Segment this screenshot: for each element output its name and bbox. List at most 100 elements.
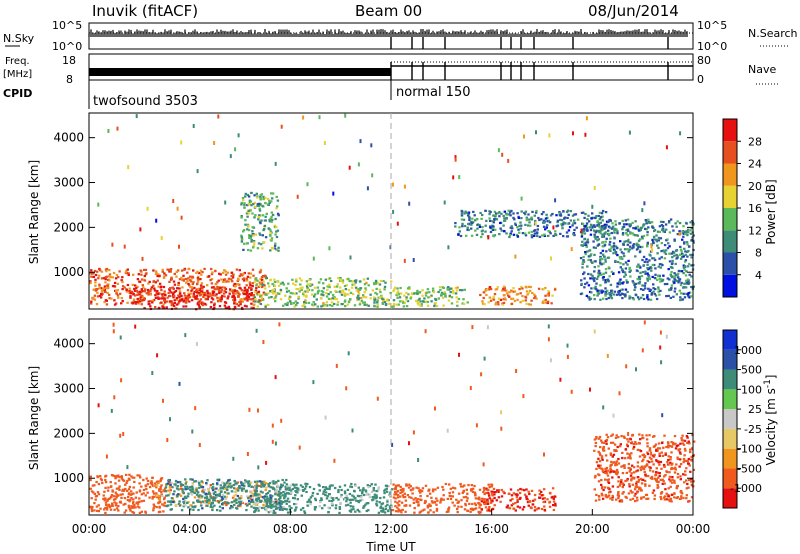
echo-cell	[168, 480, 171, 483]
echo-cell	[263, 284, 266, 287]
echo-cell	[672, 295, 675, 298]
echo-cell	[645, 438, 649, 441]
echo-cell	[604, 211, 608, 214]
echo-cell	[538, 493, 541, 496]
echo-cell	[647, 275, 651, 278]
echo-cell	[487, 288, 491, 291]
echo-cell	[407, 486, 411, 489]
echo-cell	[632, 243, 636, 246]
echo-cell	[238, 283, 241, 286]
echo-cell	[165, 300, 168, 303]
echo-cell	[670, 441, 673, 444]
echo-cell	[657, 236, 661, 239]
echo-cell	[260, 219, 263, 222]
echo-cell	[276, 503, 280, 506]
echo-cell	[261, 484, 264, 487]
echo-cell	[663, 244, 667, 247]
echo-cell	[267, 500, 270, 503]
echo-cell	[361, 498, 364, 501]
echo-cell	[270, 480, 274, 483]
echo-cell	[604, 260, 607, 263]
echo-cell	[306, 288, 309, 291]
echo-cell	[294, 283, 297, 287]
echo-cell	[150, 483, 153, 486]
echo-cell	[175, 297, 179, 300]
cpid-label: CPID	[3, 87, 32, 100]
echo-cell	[311, 494, 314, 497]
echo-cell	[534, 295, 537, 298]
echo-cell	[491, 500, 494, 503]
echo-cell	[153, 485, 156, 488]
echo-cell	[626, 243, 629, 246]
echo-cell	[443, 291, 446, 294]
echo-cell	[274, 493, 277, 496]
echo-cell	[514, 254, 517, 259]
echo-cell	[257, 204, 261, 207]
echo-cell	[140, 485, 143, 488]
echo-cell	[257, 285, 261, 288]
echo-cell	[598, 466, 601, 469]
echo-cell	[510, 302, 514, 305]
echo-cell	[298, 277, 302, 280]
echo-cell	[343, 292, 346, 295]
echo-cell	[369, 293, 372, 296]
echo-cell	[642, 234, 646, 238]
echo-cell	[322, 486, 325, 489]
echo-cell	[657, 287, 660, 291]
echo-cell	[470, 484, 473, 487]
echo-cell	[277, 284, 281, 287]
echo-cell	[672, 280, 675, 283]
echo-cell	[108, 273, 112, 276]
echo-cell	[689, 470, 692, 473]
echo-cell	[128, 287, 131, 290]
freq-label: Freq.	[5, 56, 30, 67]
echo-cell	[521, 287, 524, 290]
echo-cell	[537, 216, 540, 220]
echo-cell	[352, 505, 355, 508]
echo-cell	[266, 203, 270, 206]
echo-cell	[619, 248, 622, 251]
echo-cell	[498, 233, 501, 236]
echo-cell	[544, 228, 547, 231]
echo-cell	[610, 245, 613, 250]
echo-cell	[667, 458, 670, 462]
echo-cell	[629, 231, 632, 234]
echo-cell	[509, 488, 513, 491]
echo-cell	[372, 489, 375, 492]
echo-cell	[224, 280, 227, 283]
echo-cell	[132, 492, 135, 495]
echo-cell	[199, 278, 202, 281]
echo-cell	[508, 291, 511, 294]
echo-cell	[487, 508, 491, 511]
echo-cell	[519, 227, 522, 230]
echo-cell	[626, 452, 629, 455]
echo-cell	[264, 507, 268, 510]
echo-cell	[281, 494, 284, 497]
echo-cell	[478, 488, 482, 491]
echo-cell	[258, 506, 261, 509]
echo-cell	[680, 490, 683, 493]
echo-cell	[166, 296, 169, 299]
echo-cell	[375, 504, 379, 507]
echo-cell	[291, 292, 294, 295]
echo-cell	[683, 241, 686, 244]
echo-cell	[512, 212, 515, 215]
echo-cell	[402, 487, 405, 490]
echo-cell	[606, 278, 610, 281]
echo-cell	[693, 440, 696, 443]
echo-cell	[399, 292, 403, 295]
echo-cell	[97, 510, 101, 513]
echo-cell	[589, 297, 593, 300]
echo-cell	[189, 492, 193, 495]
echo-cell	[233, 487, 236, 490]
echo-cell	[448, 294, 451, 297]
echo-cell	[460, 214, 464, 217]
echo-cell	[200, 285, 204, 288]
echo-cell	[413, 507, 416, 510]
echo-cell	[134, 496, 138, 499]
echo-cell	[409, 297, 412, 300]
echo-cell	[417, 487, 420, 490]
echo-cell	[397, 508, 400, 511]
echo-cell	[690, 264, 693, 267]
echo-cell	[303, 305, 307, 308]
